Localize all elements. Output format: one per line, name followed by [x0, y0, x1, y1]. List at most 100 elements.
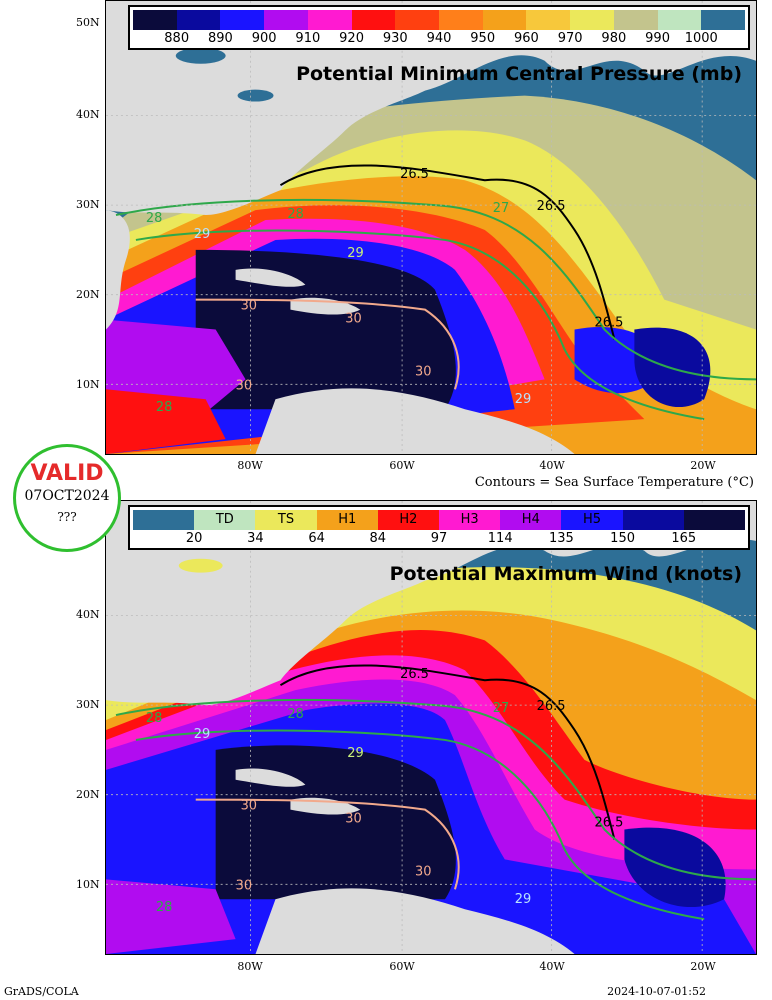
- colorbar-swatch: TD: [194, 510, 256, 530]
- category-label: H5: [583, 512, 602, 527]
- contour-label-28: 28: [287, 707, 303, 722]
- contour-label-29: 29: [515, 892, 531, 907]
- contour-label-265: 26.5: [537, 199, 566, 214]
- colorbar-tick-label: 97: [430, 531, 448, 546]
- colorbar-swatch: [683, 510, 746, 530]
- lon-label: 60W: [389, 459, 415, 472]
- colorbar-swatch: [657, 10, 702, 30]
- category-label: H1: [338, 512, 357, 527]
- colorbar-tick-label: 960: [514, 31, 539, 46]
- valid-extra: ???: [57, 510, 77, 524]
- contour-label-30: 30: [345, 812, 361, 827]
- colorbar-swatch: [482, 10, 527, 30]
- contour-label-29: 29: [347, 746, 363, 761]
- colorbar-swatch: [351, 10, 396, 30]
- colorbar-swatch: [307, 10, 352, 30]
- category-label: TD: [215, 512, 234, 527]
- lon-label: 40W: [539, 960, 565, 973]
- colorbar-swatch: [176, 10, 221, 30]
- contour-label-265: 26.5: [594, 816, 623, 831]
- contour-label-265: 26.5: [400, 167, 429, 182]
- contour-label-30: 30: [415, 364, 431, 379]
- contour-label-30: 30: [241, 299, 257, 314]
- colorbar-tick-label: 920: [339, 31, 364, 46]
- colorbar-tick-label: 1000: [684, 31, 718, 46]
- lat-label: 30N: [76, 198, 100, 211]
- colorbar-swatch: [395, 10, 440, 30]
- colorbar-swatch: [622, 510, 684, 530]
- contour-label-265: 26.5: [594, 316, 623, 331]
- colorbar-swatches: TD TS H1 H2 H3 H4 H5: [133, 510, 746, 530]
- contour-label-30: 30: [236, 378, 252, 393]
- colorbar-tick-labels: 880 890 900 910 920 930 940 950 960 970 980 990 1000: [133, 31, 745, 49]
- colorbar-tick-label: 135: [548, 531, 574, 546]
- contour-label-30: 30: [415, 864, 431, 879]
- lon-label: 80W: [237, 459, 263, 472]
- colorbar-tick-label: 20: [185, 531, 203, 546]
- colorbar-swatch: H5: [561, 510, 623, 530]
- contour-label-28: 28: [156, 900, 172, 915]
- colorbar-tick-label: 930: [382, 31, 408, 46]
- colorbar-tick-label: 34: [247, 531, 264, 546]
- colorbar-tick-label: 910: [295, 31, 321, 46]
- colorbar-tick-label: 900: [251, 31, 277, 46]
- colorbar-tick-labels: 20 34 64 84 97 114 135 150 165: [133, 531, 745, 549]
- lon-label: 20W: [690, 960, 716, 973]
- colorbar-swatch: [613, 10, 658, 30]
- colorbar-swatch: [701, 10, 746, 30]
- colorbar-tick-label: 114: [487, 531, 513, 546]
- pressure-map-panel: 26.5 26.5 26.5 27 28 28 28 29 29 29 30 3…: [105, 0, 757, 455]
- colorbar-tick-label: 64: [308, 531, 325, 546]
- colorbar-swatch: H3: [439, 510, 501, 530]
- wind-map-title: Potential Maximum Wind (knots): [389, 563, 742, 585]
- contour-label-265: 26.5: [537, 699, 566, 714]
- colorbar-swatches: [133, 10, 746, 30]
- colorbar-swatch: [526, 10, 571, 30]
- lat-label: 20N: [76, 288, 100, 301]
- colorbar-tick-label: 990: [645, 31, 670, 46]
- lat-label: 50N: [76, 16, 100, 29]
- valid-label: VALID: [30, 461, 104, 486]
- pressure-map-title: Potential Minimum Central Pressure (mb): [296, 63, 742, 85]
- lat-label: 10N: [76, 878, 100, 891]
- pressure-map: 26.5 26.5 26.5 27 28 28 28 29 29 29 30 3…: [106, 1, 756, 454]
- colorbar-swatch: TS: [255, 510, 317, 530]
- lon-label: 20W: [690, 459, 716, 472]
- lat-label: 40N: [76, 108, 100, 121]
- colorbar-tick-label: 940: [426, 31, 452, 46]
- lon-label: 40W: [539, 459, 565, 472]
- category-label: H3: [460, 512, 479, 527]
- colorbar-swatch: [439, 10, 483, 30]
- category-label: H2: [399, 512, 418, 527]
- colorbar-tick-label: 970: [557, 31, 583, 46]
- lon-label: 80W: [237, 960, 263, 973]
- colorbar-tick-label: 880: [164, 31, 190, 46]
- contour-label-29: 29: [347, 246, 363, 261]
- colorbar-tick-label: 950: [470, 31, 496, 46]
- contour-label-30: 30: [241, 799, 257, 814]
- colorbar-swatch: H2: [377, 510, 440, 530]
- category-label: TS: [277, 512, 295, 527]
- lat-label: 40N: [76, 608, 100, 621]
- colorbar-tick-label: 980: [601, 31, 627, 46]
- contour-label-27: 27: [493, 701, 509, 716]
- valid-date: 07OCT2024: [24, 488, 110, 504]
- colorbar-swatch: [133, 510, 195, 530]
- colorbar-swatch: [570, 10, 614, 30]
- contour-label-30: 30: [345, 312, 361, 327]
- colorbar-tick-label: 150: [610, 531, 636, 546]
- lat-label: 30N: [76, 698, 100, 711]
- category-label: H4: [521, 512, 540, 527]
- contour-label-27: 27: [493, 201, 509, 216]
- contour-label-265: 26.5: [400, 667, 429, 682]
- contour-label-30: 30: [236, 878, 252, 893]
- lat-label: 20N: [76, 788, 100, 801]
- colorbar-tick-label: 165: [671, 531, 697, 546]
- colorbar-swatch: H4: [500, 510, 562, 530]
- colorbar-swatch: [220, 10, 265, 30]
- colorbar-tick-label: 890: [208, 31, 233, 46]
- colorbar-swatch: H1: [316, 510, 378, 530]
- wind-map-panel: 26.5 26.5 26.5 27 28 28 28 29 29 29 30 3…: [105, 500, 757, 955]
- lon-label: 60W: [389, 960, 415, 973]
- contour-label-28: 28: [146, 711, 162, 726]
